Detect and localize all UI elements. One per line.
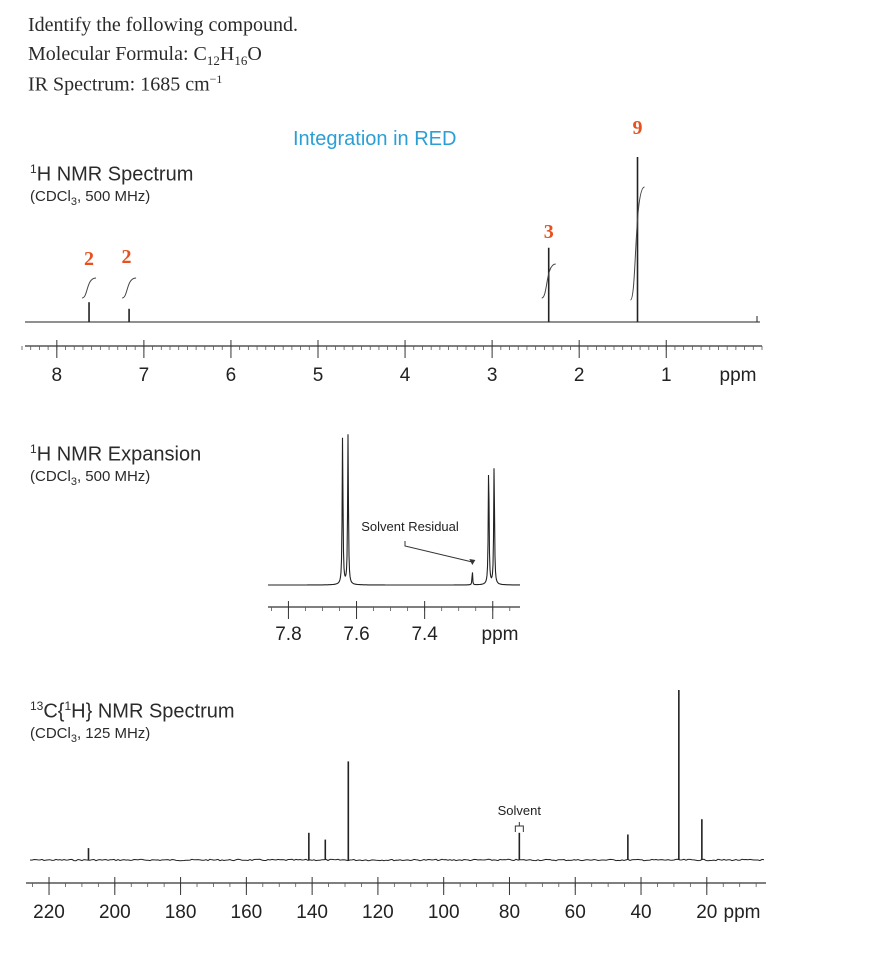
formula-part: 12 — [206, 53, 220, 68]
h1-tick-label: 2 — [574, 365, 585, 386]
c13-tick-label: 200 — [99, 902, 131, 923]
formula-label: Molecular Formula: — [28, 43, 194, 65]
h1-tick-label: 6 — [226, 365, 237, 386]
c13-tick-label: 20 — [696, 902, 717, 923]
c13-tick-label: 140 — [296, 902, 328, 923]
c13-solvent-label: Solvent — [498, 803, 542, 818]
question-prompt: Identify the following compound. — [28, 14, 298, 36]
h1-integral-curve — [630, 186, 645, 301]
c13-title-a: C{ — [43, 700, 65, 723]
c13-title-sup2: 1 — [64, 699, 72, 713]
h1exp-solvent-arrow — [404, 541, 473, 563]
h1-integration-value: 9 — [633, 117, 643, 139]
h1-subtitle: (CDCl3, 500 MHz) — [30, 188, 151, 208]
h1exp-title: 1H NMR Expansion — [30, 442, 201, 467]
h1-tick-label: 3 — [487, 365, 498, 386]
h1-integration-value: 2 — [121, 246, 131, 268]
h1-title-sup: 1 — [30, 162, 37, 176]
h1-integral-curve — [121, 277, 137, 299]
c13-tick-label: 100 — [428, 902, 460, 923]
integration-heading: Integration in RED — [293, 128, 457, 150]
c13-unit-label: ppm — [724, 902, 761, 923]
c13-title-b: H} NMR Spectrum — [71, 700, 235, 723]
c13-title-sup: 13 — [30, 699, 44, 713]
ir-exponent: −1 — [209, 72, 223, 86]
c13-subtitle: (CDCl3, 125 MHz) — [30, 725, 151, 745]
ir-label: IR Spectrum: 1685 cm — [28, 73, 210, 96]
c13-baseline — [29, 858, 765, 862]
h1-integral-curve — [541, 263, 556, 299]
h1-integration-value: 3 — [544, 221, 554, 243]
h1exp-title-text: H NMR Expansion — [36, 443, 202, 466]
formula-part: C — [193, 43, 207, 65]
h1exp-subtitle: (CDCl3, 500 MHz) — [30, 468, 151, 488]
formula-part: H — [219, 43, 235, 65]
formula-part: O — [247, 43, 262, 65]
h1exp-title-sup: 1 — [30, 442, 37, 456]
h1-integration-value: 2 — [84, 248, 94, 270]
c13-tick-label: 40 — [630, 902, 651, 923]
formula-part: 16 — [234, 53, 248, 68]
h1-integral-curve — [81, 277, 97, 299]
h1exp-unit-label: ppm — [482, 624, 519, 645]
h1-tick-label: 1 — [661, 365, 672, 386]
h1-tick-label: 7 — [139, 365, 150, 386]
h1exp-solvent-arrowhead — [469, 559, 476, 565]
c13-solvent-marker — [514, 822, 524, 832]
h1exp-tick-label: 7.8 — [275, 624, 301, 645]
h1exp-solvent-label: Solvent Residual — [361, 519, 459, 534]
h1-tick-label: 8 — [52, 365, 63, 386]
c13-tick-label: 160 — [231, 902, 263, 923]
h1exp-tick-label: 7.4 — [411, 624, 438, 645]
c13-tick-label: 180 — [165, 902, 197, 923]
c13-tick-label: 120 — [362, 902, 394, 923]
c13-title: 13C{1H} NMR Spectrum — [30, 699, 235, 724]
h1-tick-label: 4 — [400, 365, 411, 386]
h1exp-tick-label: 7.6 — [343, 624, 369, 645]
molecular-formula: Molecular Formula: C12H16O — [28, 43, 262, 69]
formula-value: C12H16O — [193, 43, 262, 68]
c13-tick-label: 220 — [33, 902, 65, 923]
ir-spectrum-info: IR Spectrum: 1685 cm−1 — [28, 72, 222, 97]
c13-tick-label: 80 — [499, 902, 520, 923]
h1-tick-label: 5 — [313, 365, 324, 386]
h1-title: 1H NMR Spectrum — [30, 162, 193, 187]
h1exp-spectrum-trace — [268, 434, 520, 586]
h1-unit-label: ppm — [720, 365, 757, 386]
c13-tick-label: 60 — [565, 902, 586, 923]
h1-title-text: H NMR Spectrum — [36, 163, 194, 186]
